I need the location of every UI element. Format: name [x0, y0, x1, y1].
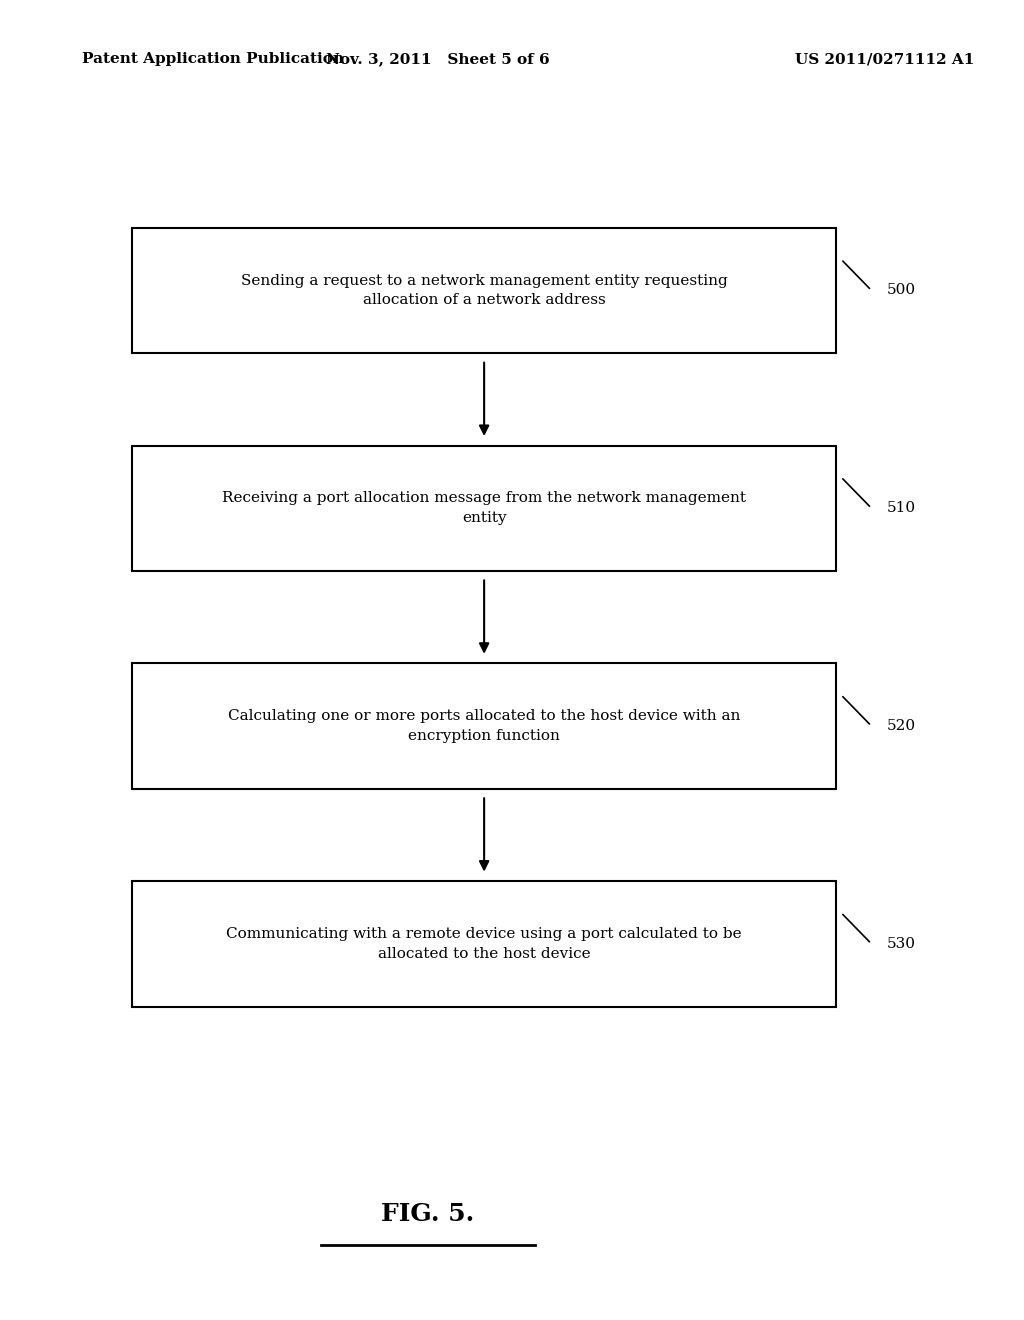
Text: Receiving a port allocation message from the network management
entity: Receiving a port allocation message from…	[222, 491, 746, 525]
Text: FIG. 5.: FIG. 5.	[382, 1203, 475, 1226]
Text: US 2011/0271112 A1: US 2011/0271112 A1	[795, 53, 975, 66]
FancyBboxPatch shape	[132, 446, 836, 570]
Text: 500: 500	[887, 284, 915, 297]
Text: 510: 510	[887, 502, 915, 515]
Text: Nov. 3, 2011   Sheet 5 of 6: Nov. 3, 2011 Sheet 5 of 6	[327, 53, 550, 66]
Text: 520: 520	[887, 719, 915, 733]
Text: Calculating one or more ports allocated to the host device with an
encryption fu: Calculating one or more ports allocated …	[228, 709, 740, 743]
Text: Patent Application Publication: Patent Application Publication	[82, 53, 343, 66]
FancyBboxPatch shape	[132, 882, 836, 1006]
Text: Sending a request to a network management entity requesting
allocation of a netw: Sending a request to a network managemen…	[241, 273, 727, 308]
Text: Communicating with a remote device using a port calculated to be
allocated to th: Communicating with a remote device using…	[226, 927, 742, 961]
Text: 530: 530	[887, 937, 915, 950]
FancyBboxPatch shape	[132, 227, 836, 352]
FancyBboxPatch shape	[132, 663, 836, 788]
